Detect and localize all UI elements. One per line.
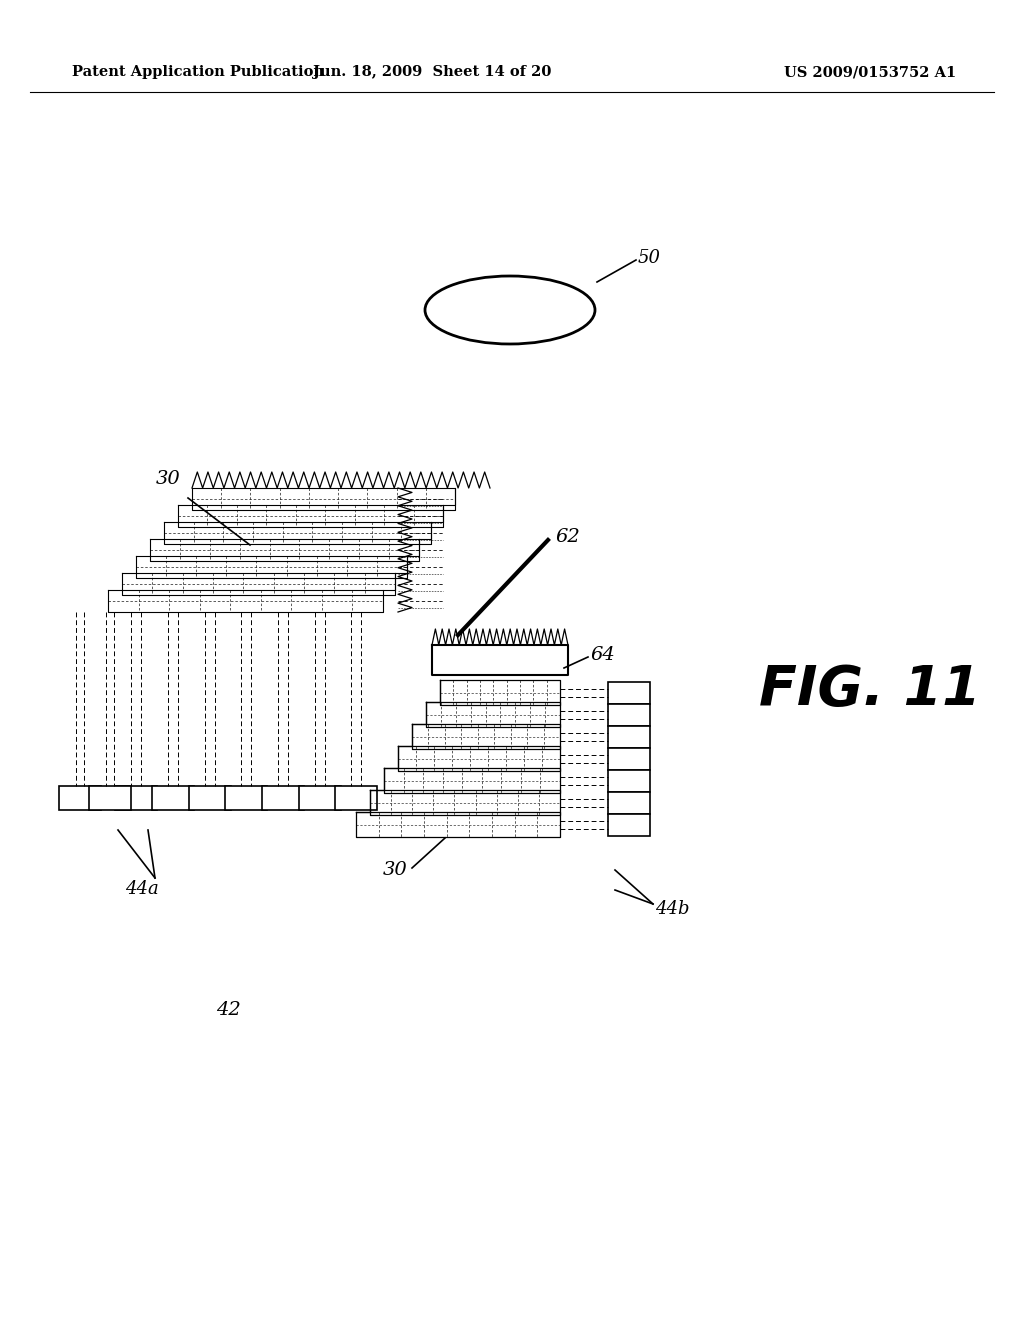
Text: 64: 64 bbox=[590, 645, 614, 664]
Bar bbox=[608, 681, 650, 704]
Bar bbox=[608, 770, 650, 792]
Text: 30: 30 bbox=[156, 470, 180, 488]
Text: US 2009/0153752 A1: US 2009/0153752 A1 bbox=[784, 65, 956, 79]
Bar bbox=[262, 785, 304, 810]
Text: 62: 62 bbox=[555, 528, 580, 546]
Bar bbox=[335, 785, 377, 810]
Text: FIG. 11: FIG. 11 bbox=[759, 663, 981, 717]
Bar bbox=[608, 747, 650, 770]
Bar bbox=[89, 785, 131, 810]
Bar bbox=[59, 785, 101, 810]
Bar bbox=[299, 785, 341, 810]
Bar bbox=[608, 792, 650, 813]
Text: Patent Application Publication: Patent Application Publication bbox=[72, 65, 324, 79]
Text: Jun. 18, 2009  Sheet 14 of 20: Jun. 18, 2009 Sheet 14 of 20 bbox=[312, 65, 551, 79]
Bar bbox=[116, 785, 158, 810]
Bar bbox=[608, 704, 650, 726]
Text: 44b: 44b bbox=[655, 900, 689, 917]
Text: 44a: 44a bbox=[125, 880, 159, 898]
Text: 50: 50 bbox=[638, 249, 662, 267]
Text: 42: 42 bbox=[216, 1001, 241, 1019]
Bar bbox=[188, 785, 230, 810]
Bar bbox=[152, 785, 194, 810]
Text: 30: 30 bbox=[383, 861, 408, 879]
Bar bbox=[225, 785, 267, 810]
Bar bbox=[608, 813, 650, 836]
Bar bbox=[608, 726, 650, 747]
